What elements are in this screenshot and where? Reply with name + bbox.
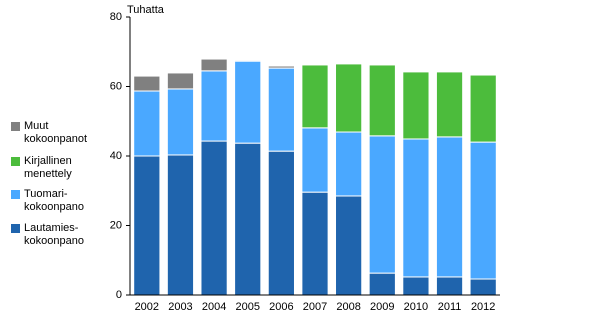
x-tick-label: 2011 [438,301,462,313]
x-tick-label: 2010 [404,301,428,313]
legend-swatch [11,190,20,199]
bar-segment [234,60,262,144]
bar-segment [469,278,497,296]
y-axis-label: Tuhatta [127,4,165,16]
bar-segment [200,70,228,142]
x-tick-label: 2002 [135,301,159,313]
bar-segment [133,155,161,296]
bar-segment [368,64,396,137]
bar-segment [301,191,329,296]
bar-segment [267,67,295,152]
y-tick-label: 60 [110,80,122,92]
bar-segment [435,136,464,278]
x-tick-label: 2005 [235,301,259,313]
y-tick-label: 80 [110,11,122,23]
bar-segment [402,71,430,140]
bar-segment [234,142,262,296]
x-tick-label: 2007 [303,301,327,313]
legend-swatch [11,157,20,166]
bar-segment [200,140,228,296]
bar-segment [267,150,295,296]
bar-segment [166,72,195,90]
bar-segment [301,64,329,129]
bar-segment [301,127,329,193]
bar-segment [133,75,161,92]
bar-segment [368,272,396,296]
bar-segment [166,88,195,156]
bar-segment [234,59,262,62]
y-tick-label: 20 [110,219,122,231]
legend-label: Muut kokoonpanot [24,120,87,145]
legend-label: Lautamies- kokoonpano [24,222,84,247]
bar-segment [335,195,363,296]
bar-segment [166,154,195,296]
y-tick-label: 40 [110,150,122,162]
bar-segment [335,131,363,197]
x-tick-label: 2003 [168,301,192,313]
x-tick-label: 2004 [202,301,226,313]
bar-segment [267,65,295,69]
x-tick-label: 2006 [269,301,293,313]
bar-segment [368,135,396,274]
legend-label: Kirjallinen menettely [24,155,72,180]
x-tick-label: 2008 [336,301,360,313]
bar-segment [133,90,161,157]
bar-segment [200,58,228,72]
bar-segment [435,276,464,296]
bar-segment [469,74,497,143]
bar-segment [335,63,363,133]
legend-swatch [11,122,20,131]
y-tick-label: 0 [116,289,122,301]
bar-segment [435,71,464,138]
bar-segment [402,138,430,278]
x-tick-label: 2012 [471,301,495,313]
x-tick-label: 2009 [370,301,394,313]
legend-label: Tuomari- kokoonpano [24,188,84,213]
bar-segment [469,141,497,280]
legend-swatch [11,224,20,233]
bar-segment [402,276,430,296]
